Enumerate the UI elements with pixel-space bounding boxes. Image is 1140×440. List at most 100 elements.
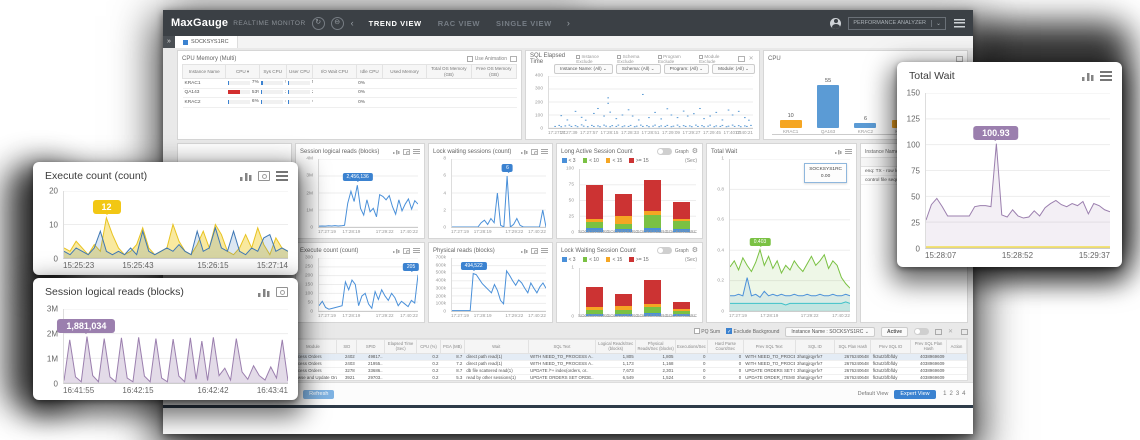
column-header[interactable]: Instance Name bbox=[182, 64, 227, 79]
expert-view-button[interactable]: Expert View bbox=[894, 389, 936, 399]
expand-icon[interactable] bbox=[510, 55, 517, 62]
column-header[interactable]: Prev SQL ID bbox=[870, 339, 912, 354]
chevron-down-icon: ⌄ bbox=[930, 19, 941, 27]
nav-prev-icon[interactable]: ‹ bbox=[350, 18, 354, 28]
panel-menu-icon[interactable] bbox=[541, 148, 548, 155]
column-header[interactable]: Used Memory bbox=[382, 64, 427, 79]
schema-select[interactable]: Schema: (All) ⌄ bbox=[615, 64, 661, 74]
expand-icon[interactable] bbox=[956, 55, 963, 62]
program-select[interactable]: Program: (All) ⌄ bbox=[663, 64, 710, 74]
active-toggle[interactable] bbox=[914, 328, 929, 335]
instance-filter-select[interactable]: Instance Name : SOCKSYS1RC ⌄ bbox=[785, 326, 875, 337]
tab-single-view[interactable]: SINGLE VIEW bbox=[496, 18, 552, 28]
column-header[interactable]: Idle CPU bbox=[355, 64, 384, 79]
chart-type-icon[interactable] bbox=[521, 247, 528, 254]
popout-icon[interactable] bbox=[935, 328, 942, 335]
snapshot-icon[interactable] bbox=[403, 148, 410, 155]
use-animation-checkbox[interactable]: Use Animation bbox=[466, 55, 507, 62]
exclude-background-checkbox[interactable]: Exclude Background bbox=[726, 328, 779, 335]
program-exclude-checkbox[interactable]: Program Exclude bbox=[657, 53, 681, 64]
analyzer-select[interactable]: PERFORMANCE ANALYZER ⌄ bbox=[848, 16, 946, 30]
snapshot-icon[interactable] bbox=[403, 247, 410, 254]
column-header[interactable]: Wait bbox=[463, 339, 529, 354]
popout-icon[interactable] bbox=[737, 55, 745, 62]
refresh-icon[interactable]: ↻ bbox=[311, 16, 325, 30]
column-header[interactable]: SID bbox=[336, 339, 358, 354]
module-exclude-checkbox[interactable]: Module Exclude bbox=[699, 53, 720, 64]
chart-type-icon[interactable] bbox=[393, 148, 400, 155]
column-header[interactable]: Prev SQL Text bbox=[742, 339, 796, 354]
column-header[interactable]: Executions/Sec bbox=[675, 339, 708, 354]
column-header[interactable]: CPU ▾ bbox=[225, 64, 260, 79]
column-header[interactable]: Sys CPU bbox=[258, 64, 287, 79]
column-header[interactable]: Elapsed Time (Sec) bbox=[384, 339, 418, 354]
chart-type-icon[interactable] bbox=[393, 247, 400, 254]
x-axis-label: 17:29:22 bbox=[375, 229, 394, 234]
panel-menu-icon[interactable] bbox=[276, 171, 288, 181]
column-header[interactable]: User CPU bbox=[285, 64, 314, 79]
snapshot-icon[interactable] bbox=[531, 247, 538, 254]
column-header[interactable]: Hard Parse Count/Sec bbox=[706, 339, 744, 354]
snapshot-icon[interactable] bbox=[531, 148, 538, 155]
gear-icon[interactable]: ⚙ bbox=[691, 148, 698, 155]
panel-menu-icon[interactable] bbox=[413, 148, 420, 155]
column-header[interactable]: Total OS Memory (GB) bbox=[425, 64, 472, 79]
panel-menu-icon[interactable] bbox=[845, 148, 852, 155]
panel-menu-icon[interactable] bbox=[1100, 71, 1112, 81]
column-header[interactable]: SQL ID bbox=[794, 339, 836, 354]
column-header[interactable]: SPID bbox=[356, 339, 386, 354]
active-button[interactable]: Active bbox=[880, 326, 908, 337]
column-header[interactable]: SQL Text bbox=[527, 339, 597, 354]
chart-type-icon[interactable] bbox=[521, 148, 528, 155]
legend-unit: (Sec) bbox=[685, 158, 697, 164]
instance-select[interactable]: Instance Name: (All) ⌄ bbox=[554, 64, 613, 74]
column-header[interactable]: PGA (MB) bbox=[439, 339, 465, 354]
column-header[interactable]: I/O Wait CPU bbox=[312, 64, 357, 79]
y-axis-label: 8 bbox=[443, 156, 446, 162]
instance-tab[interactable]: SOCKSYS1RC bbox=[175, 36, 238, 48]
stack-legend: < 3 < 10 < 15 >= 15 (Sec) bbox=[557, 256, 702, 264]
snapshot-icon[interactable] bbox=[276, 287, 288, 297]
tab-rac-view[interactable]: RAC VIEW bbox=[437, 18, 481, 28]
chart-type-icon[interactable] bbox=[240, 171, 252, 181]
chart-type-icon[interactable] bbox=[1082, 71, 1094, 81]
tab-trend-view[interactable]: TREND VIEW bbox=[368, 18, 422, 28]
module-select[interactable]: Module: (All) ⌄ bbox=[712, 64, 755, 74]
collapse-icon[interactable]: » bbox=[163, 36, 175, 48]
user-icon[interactable] bbox=[830, 17, 842, 29]
column-header[interactable]: Physical Reads/Sec (blocks) bbox=[635, 339, 677, 354]
column-header[interactable]: Logical Reads/Sec (blocks) bbox=[595, 339, 637, 354]
column-header[interactable]: Action bbox=[945, 339, 967, 354]
expand-icon[interactable] bbox=[961, 328, 968, 335]
legend-item: >= 15 bbox=[629, 257, 649, 263]
refresh-button[interactable]: Refresh bbox=[303, 389, 335, 399]
graph-toggle[interactable] bbox=[656, 247, 672, 254]
column-header[interactable]: SQL Plan Hash bbox=[834, 339, 872, 354]
hamburger-menu-icon[interactable] bbox=[954, 18, 965, 28]
panel-menu-icon[interactable] bbox=[541, 247, 548, 254]
nav-next-icon[interactable]: › bbox=[566, 18, 570, 28]
close-icon[interactable] bbox=[749, 56, 756, 62]
schema-exclude-checkbox[interactable]: Schema Exclude bbox=[617, 53, 640, 64]
instance-exclude-checkbox[interactable]: Instance Exclude bbox=[576, 53, 599, 64]
search-icon[interactable]: ⊖ bbox=[330, 16, 344, 30]
column-header[interactable]: Prev SQL Plan Hash bbox=[910, 339, 947, 354]
column-header[interactable]: CPU (%) bbox=[416, 339, 441, 354]
pq-sum-checkbox[interactable]: PQ Sum bbox=[693, 328, 720, 335]
column-header[interactable]: Free OS Memory (GB) bbox=[470, 64, 517, 79]
default-view-button[interactable]: Default View bbox=[857, 391, 889, 397]
x-axis-label: 17:27:19 bbox=[318, 313, 336, 318]
gear-icon[interactable]: ⚙ bbox=[691, 247, 698, 254]
x-axis-label: 16:41:55 bbox=[63, 386, 95, 395]
y-axis-label: 150 bbox=[906, 88, 920, 98]
chart-type-icon[interactable] bbox=[835, 148, 842, 155]
graph-toggle[interactable] bbox=[656, 148, 672, 155]
chart-type-icon[interactable] bbox=[258, 287, 270, 297]
snapshot-icon[interactable] bbox=[258, 171, 270, 181]
panel-menu-icon[interactable] bbox=[413, 247, 420, 254]
close-icon[interactable] bbox=[948, 329, 955, 335]
